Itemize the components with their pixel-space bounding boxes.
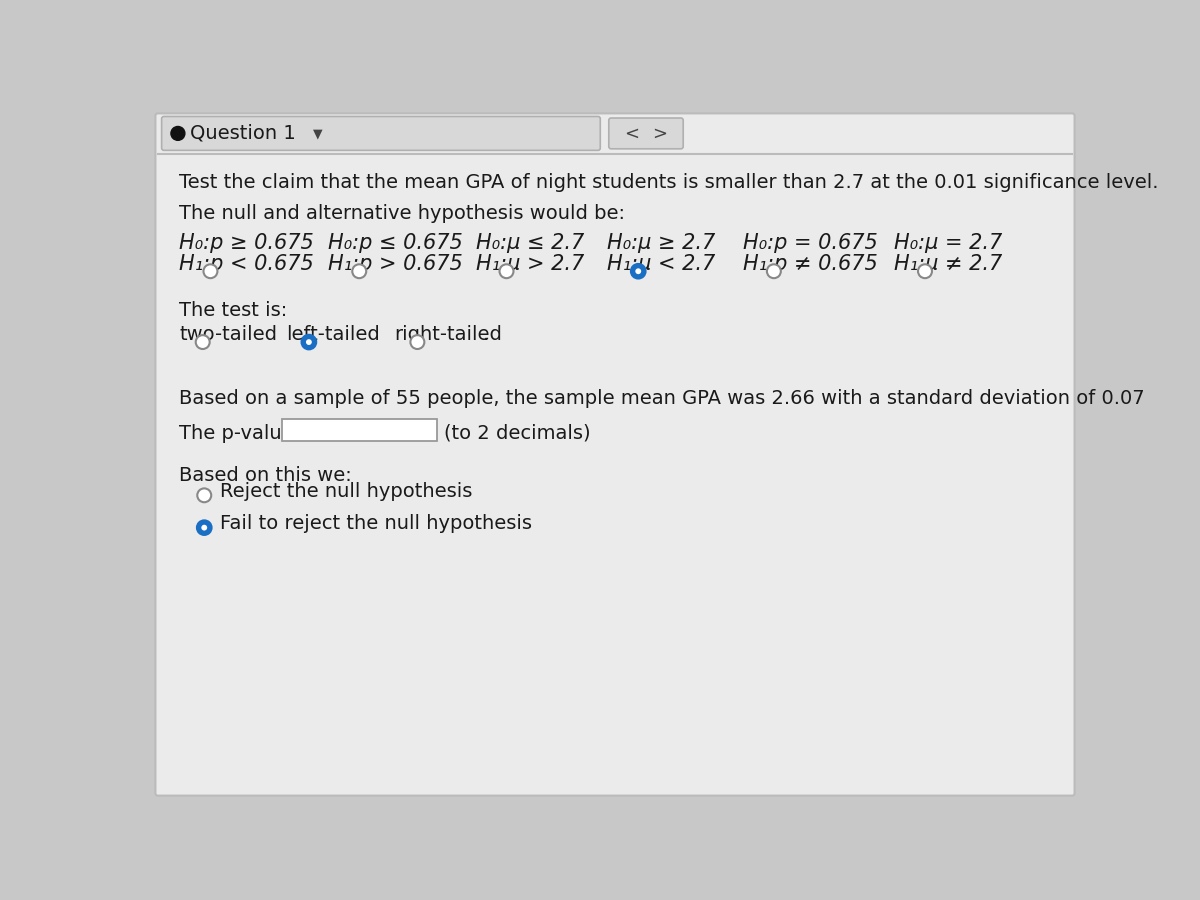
Text: H₀:p ≤ 0.675: H₀:p ≤ 0.675 xyxy=(329,233,463,253)
Text: Fail to reject the null hypothesis: Fail to reject the null hypothesis xyxy=(220,514,532,534)
Text: Based on a sample of 55 people, the sample mean GPA was 2.66 with a standard dev: Based on a sample of 55 people, the samp… xyxy=(180,389,1145,408)
Text: H₀:p = 0.675: H₀:p = 0.675 xyxy=(743,233,877,253)
Text: .: . xyxy=(484,325,490,344)
Circle shape xyxy=(499,265,514,278)
FancyBboxPatch shape xyxy=(162,116,600,150)
Circle shape xyxy=(170,127,185,140)
Text: H₀:μ ≤ 2.7: H₀:μ ≤ 2.7 xyxy=(475,233,583,253)
Text: H₁:μ < 2.7: H₁:μ < 2.7 xyxy=(607,255,715,274)
Circle shape xyxy=(202,525,208,531)
Circle shape xyxy=(197,521,211,535)
FancyBboxPatch shape xyxy=(282,419,437,441)
Text: Based on this we:: Based on this we: xyxy=(180,466,353,485)
Text: <: < xyxy=(624,124,640,142)
Circle shape xyxy=(767,265,781,278)
Circle shape xyxy=(302,335,316,349)
Text: H₀:μ ≥ 2.7: H₀:μ ≥ 2.7 xyxy=(607,233,715,253)
Text: The test is:: The test is: xyxy=(180,301,288,320)
Text: The null and alternative hypothesis would be:: The null and alternative hypothesis woul… xyxy=(180,204,625,223)
Text: H₁:p ≠ 0.675: H₁:p ≠ 0.675 xyxy=(743,255,877,274)
Text: (to 2 decimals): (to 2 decimals) xyxy=(444,424,592,443)
Text: two-tailed: two-tailed xyxy=(180,325,277,344)
Text: H₀:μ = 2.7: H₀:μ = 2.7 xyxy=(894,233,1002,253)
Text: Reject the null hypothesis: Reject the null hypothesis xyxy=(220,482,472,501)
Text: H₀:p ≥ 0.675: H₀:p ≥ 0.675 xyxy=(180,233,314,253)
Circle shape xyxy=(196,335,210,349)
Circle shape xyxy=(197,489,211,502)
Text: H₁:p > 0.675: H₁:p > 0.675 xyxy=(329,255,463,274)
Text: The p-value is:: The p-value is: xyxy=(180,424,323,443)
Text: >: > xyxy=(653,124,667,142)
Circle shape xyxy=(631,265,646,278)
Circle shape xyxy=(306,339,312,345)
Text: left-tailed: left-tailed xyxy=(286,325,379,344)
FancyBboxPatch shape xyxy=(608,118,683,148)
Text: ▼: ▼ xyxy=(313,127,323,140)
Text: right-tailed: right-tailed xyxy=(394,325,502,344)
Circle shape xyxy=(635,268,641,274)
FancyBboxPatch shape xyxy=(156,113,1074,796)
Circle shape xyxy=(918,265,932,278)
Text: H₁:μ > 2.7: H₁:μ > 2.7 xyxy=(475,255,583,274)
Circle shape xyxy=(353,265,366,278)
Text: H₁:μ ≠ 2.7: H₁:μ ≠ 2.7 xyxy=(894,255,1002,274)
Circle shape xyxy=(410,335,425,349)
Circle shape xyxy=(204,265,217,278)
Text: H₁:p < 0.675: H₁:p < 0.675 xyxy=(180,255,314,274)
Text: Test the claim that the mean GPA of night students is smaller than 2.7 at the 0.: Test the claim that the mean GPA of nigh… xyxy=(180,174,1159,193)
Text: Question 1: Question 1 xyxy=(191,124,296,143)
